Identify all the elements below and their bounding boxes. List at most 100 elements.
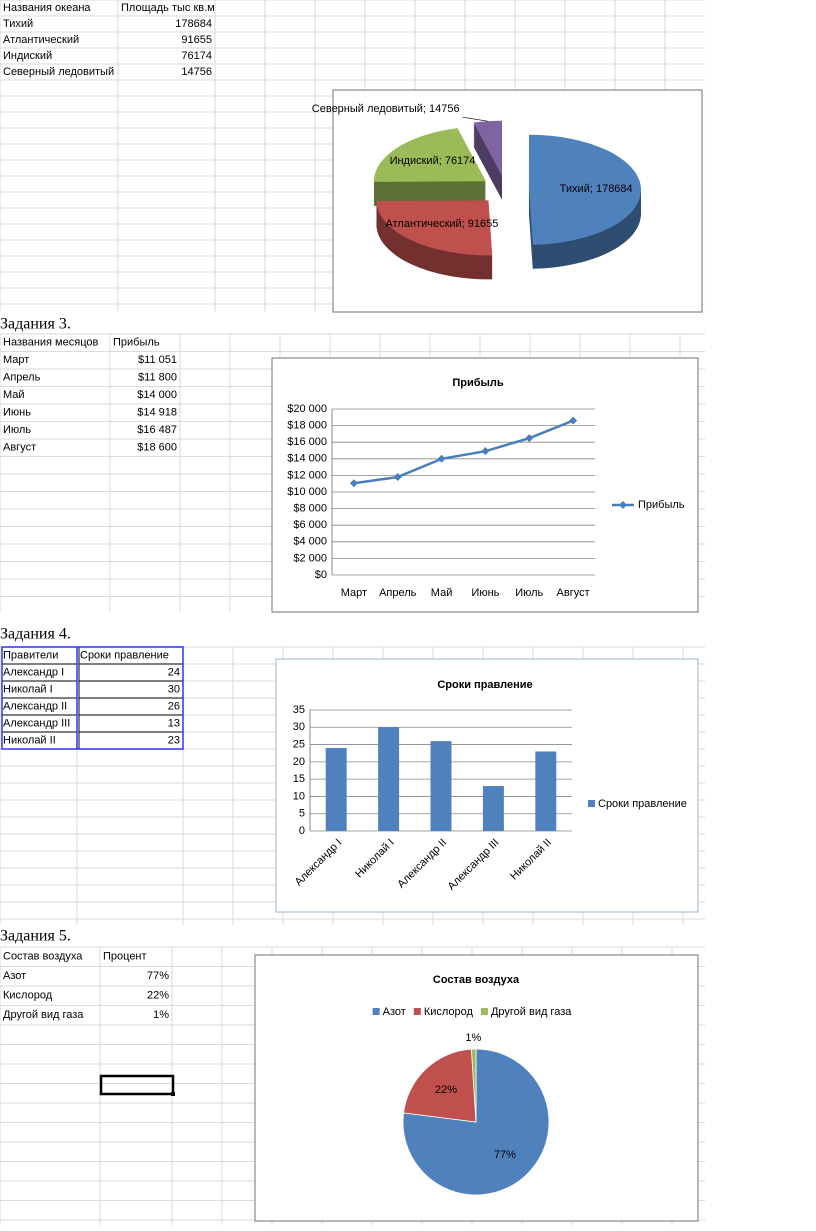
x-tick-label: Март bbox=[341, 587, 367, 599]
marker bbox=[437, 454, 446, 463]
y-tick-label: 0 bbox=[299, 825, 305, 837]
cell-text: 30 bbox=[168, 683, 180, 695]
cell-text: 26 bbox=[168, 700, 180, 712]
y-tick-label: $4 000 bbox=[293, 536, 327, 548]
cell-text: Состав воздуха bbox=[3, 951, 83, 963]
legend-label: Азот bbox=[383, 1006, 406, 1018]
leader-line bbox=[462, 116, 488, 122]
cell-text: 23 bbox=[168, 734, 180, 746]
cell-text: 76174 bbox=[181, 50, 212, 62]
bar bbox=[430, 741, 452, 831]
marker bbox=[393, 473, 402, 482]
cell-text: Кислород bbox=[3, 990, 53, 1002]
marker bbox=[481, 447, 490, 456]
y-tick-label: 35 bbox=[293, 704, 305, 716]
cell-text: $18 600 bbox=[137, 442, 177, 454]
selection-border bbox=[1, 646, 184, 750]
cell-text: Александр I bbox=[3, 666, 64, 678]
cell-text: Северный ледовитый bbox=[3, 66, 114, 78]
marker bbox=[525, 434, 534, 443]
y-tick-label: 5 bbox=[299, 808, 305, 820]
cell-text: Александр II bbox=[3, 700, 67, 712]
chart-title: Сроки правление bbox=[437, 679, 532, 691]
cell-text: $14 918 bbox=[137, 407, 177, 419]
y-tick-label: $0 bbox=[315, 569, 327, 581]
chart-frame bbox=[271, 357, 699, 613]
y-tick-label: $10 000 bbox=[287, 486, 327, 498]
legend-label: Сроки правление bbox=[598, 798, 687, 810]
cell-text: 178684 bbox=[175, 18, 212, 30]
data-label: 22% bbox=[435, 1084, 457, 1096]
pie-slice bbox=[473, 120, 502, 176]
cell-text: Июль bbox=[3, 424, 31, 436]
y-tick-label: $16 000 bbox=[287, 436, 327, 448]
pie-slice bbox=[373, 128, 486, 182]
legend-swatch bbox=[588, 800, 595, 807]
legend-label: Кислород bbox=[424, 1006, 474, 1018]
y-tick-label: 15 bbox=[293, 773, 305, 785]
y-tick-label: 25 bbox=[293, 738, 305, 750]
bar bbox=[378, 727, 400, 831]
legend-swatch bbox=[372, 1008, 380, 1015]
bar bbox=[482, 786, 504, 831]
cell-text: Процент bbox=[103, 951, 147, 963]
cell-text: 14756 bbox=[181, 66, 212, 78]
data-label: Индиский; 76174 bbox=[390, 155, 476, 167]
cell-text: 13 bbox=[168, 717, 180, 729]
x-tick-label: Июль bbox=[515, 587, 543, 599]
cell-text: Правители bbox=[3, 649, 58, 661]
active-cell bbox=[99, 1074, 175, 1096]
cell-text: Июнь bbox=[3, 407, 31, 419]
legend-swatch bbox=[480, 1008, 488, 1015]
cell-text: Площадь тыс кв.м bbox=[121, 2, 215, 14]
pie-slice bbox=[528, 134, 641, 245]
cell-text: $16 487 bbox=[137, 424, 177, 436]
marker bbox=[349, 479, 358, 488]
y-tick-label: $8 000 bbox=[293, 503, 327, 515]
cell-text: Май bbox=[3, 389, 25, 401]
cell-text: $11 800 bbox=[138, 372, 177, 384]
legend-marker bbox=[619, 501, 627, 509]
cell-text: Названия месяцов bbox=[3, 337, 98, 349]
cell-text: $14 000 bbox=[137, 389, 177, 401]
y-tick-label: 30 bbox=[293, 721, 305, 733]
data-label: Тихий; 178684 bbox=[560, 183, 633, 195]
data-label: 1% bbox=[465, 1032, 481, 1044]
data-label: 77% bbox=[494, 1149, 516, 1161]
y-tick-label: $2 000 bbox=[293, 552, 327, 564]
cell-text: Названия океана bbox=[3, 2, 91, 14]
series-line bbox=[353, 419, 574, 485]
cell-text: Атлантический bbox=[3, 34, 79, 46]
cell-text: Сроки правление bbox=[80, 649, 169, 661]
cell-text: Тихий bbox=[3, 18, 33, 30]
cell-text: Николай II bbox=[3, 734, 56, 746]
pie-slice bbox=[470, 1048, 477, 1123]
cell-text: Апрель bbox=[3, 372, 41, 384]
cell-text: Индиский bbox=[3, 50, 52, 62]
legend-label: Прибыль bbox=[638, 499, 685, 511]
section-heading: Задания 4. bbox=[0, 626, 71, 643]
bar bbox=[325, 748, 347, 831]
cell-text: Август bbox=[3, 442, 36, 454]
x-tick-label: Август bbox=[557, 587, 590, 599]
cell-text: 22% bbox=[147, 990, 169, 1002]
section-heading: Задания 5. bbox=[0, 928, 71, 945]
y-tick-label: $20 000 bbox=[287, 403, 327, 415]
cell-text: 24 bbox=[168, 666, 180, 678]
cell-text: Николай I bbox=[3, 683, 53, 695]
y-tick-label: $6 000 bbox=[293, 519, 327, 531]
y-tick-label: $18 000 bbox=[287, 420, 327, 432]
x-tick-label: Июнь bbox=[471, 587, 499, 599]
cell-text: $11 051 bbox=[138, 354, 177, 366]
chart-title: Состав воздуха bbox=[433, 974, 520, 986]
cell-text: 91655 bbox=[181, 34, 212, 46]
fill-handle bbox=[171, 1092, 175, 1096]
pie-slice bbox=[403, 1048, 477, 1123]
y-tick-label: $14 000 bbox=[287, 453, 327, 465]
cell-text: 1% bbox=[153, 1009, 169, 1021]
y-tick-label: 10 bbox=[293, 790, 305, 802]
cell-text: Другой вид газа bbox=[3, 1009, 84, 1021]
legend-label: Другой вид газа bbox=[491, 1006, 572, 1018]
cell-text: Азот bbox=[3, 970, 26, 982]
